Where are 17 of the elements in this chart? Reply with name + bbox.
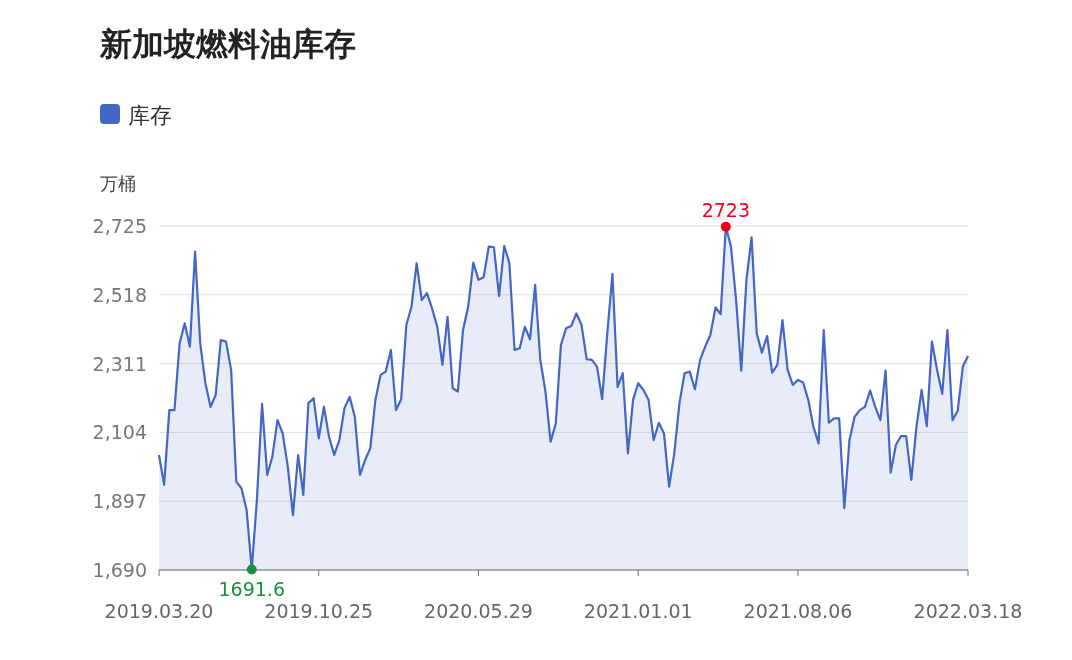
y-tick-label: 2,518 <box>92 283 147 306</box>
x-tick-label: 2021.08.06 <box>743 600 853 622</box>
x-tick-label: 2022.03.18 <box>913 600 1023 622</box>
x-tick-label: 2021.01.01 <box>583 600 693 622</box>
y-axis-title: 万桶 <box>100 173 136 194</box>
annotation: 2723 <box>701 198 750 221</box>
y-tick-label: 2,311 <box>92 352 147 375</box>
y-tick-label: 1,897 <box>92 490 147 513</box>
x-tick-label: 2019.10.25 <box>264 600 374 622</box>
legend-label: 库存 <box>128 103 172 128</box>
y-tick-label: 2,104 <box>92 421 147 444</box>
chart-title: 新加坡燃料油库存 <box>99 25 356 63</box>
y-tick-label: 1,690 <box>92 559 147 581</box>
x-tick-label: 2020.05.29 <box>424 600 533 622</box>
annotation: 1691.6 <box>218 578 285 601</box>
y-tick-label: 2,725 <box>92 215 147 237</box>
x-tick-label: 2019.03.20 <box>104 600 214 622</box>
